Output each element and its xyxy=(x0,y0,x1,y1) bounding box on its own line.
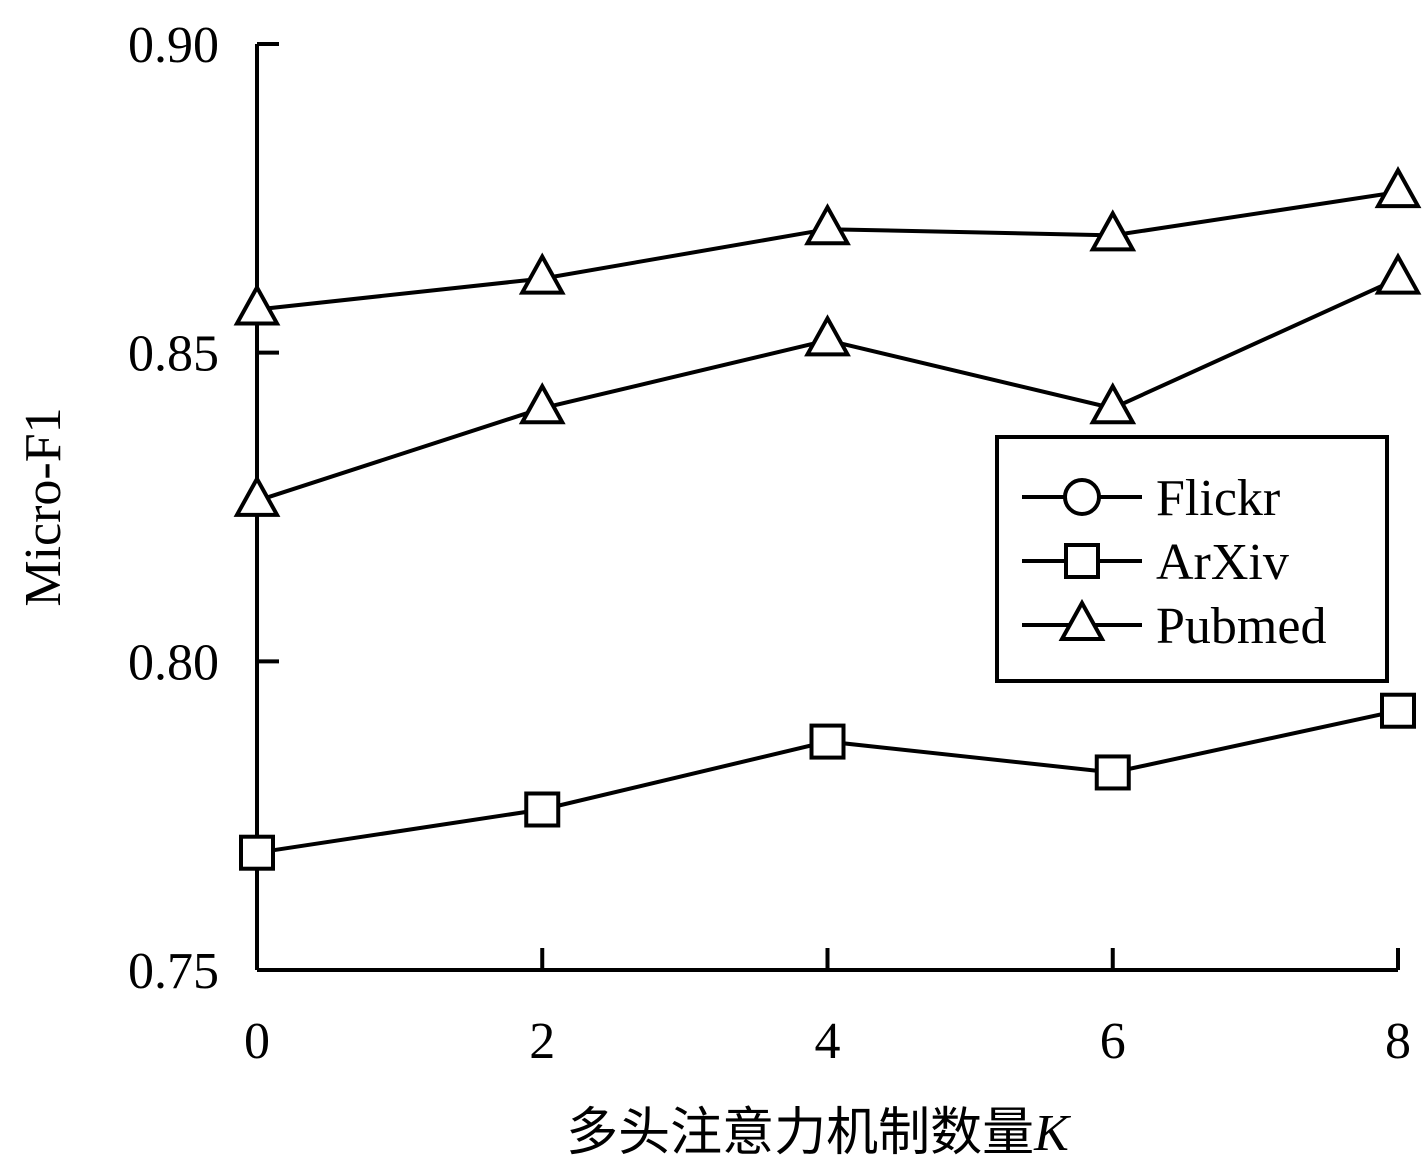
x-ticks: 0 2 4 6 8 xyxy=(244,948,1411,1070)
data-point-flickr xyxy=(518,382,566,425)
y-tick-label: 0.80 xyxy=(128,634,219,691)
data-point-pubmed xyxy=(804,203,851,246)
data-point-pubmed xyxy=(518,252,566,295)
y-ticks: 0.75 0.80 0.85 0.90 xyxy=(128,17,279,1000)
data-point-arxiv xyxy=(809,723,846,760)
data-point-arxiv xyxy=(524,791,561,828)
series-pubmed xyxy=(233,166,1422,326)
series-flickr xyxy=(233,252,1422,517)
legend-marker-circle xyxy=(1063,478,1101,516)
x-tick-label: 2 xyxy=(529,1013,555,1070)
legend-item-arxiv: ArXiv xyxy=(1022,534,1289,591)
y-axis-title: Micro-F1 xyxy=(15,407,72,606)
data-point-arxiv xyxy=(239,834,275,871)
legend: Flickr ArXiv Pubmed xyxy=(995,435,1389,683)
data-point-pubmed xyxy=(233,283,281,326)
legend-label: Flickr xyxy=(1156,470,1280,527)
legend-label: Pubmed xyxy=(1156,598,1326,655)
series-layer xyxy=(233,166,1422,871)
x-tick-label: 6 xyxy=(1100,1013,1126,1070)
legend-marker-triangle xyxy=(1058,598,1106,641)
data-point-arxiv xyxy=(1380,692,1416,729)
x-tick-label: 4 xyxy=(815,1013,841,1070)
x-axis-title-variable: K xyxy=(1033,1105,1071,1162)
data-point-arxiv xyxy=(1094,754,1131,791)
data-point-pubmed xyxy=(1089,209,1137,252)
data-point-pubmed xyxy=(1374,166,1422,209)
legend-item-pubmed: Pubmed xyxy=(1022,598,1326,655)
data-point-flickr xyxy=(804,314,851,357)
legend-label: ArXiv xyxy=(1156,534,1289,591)
x-axis-title-text: 多头注意力机制数量 xyxy=(566,1105,1034,1162)
series-arxiv xyxy=(239,692,1416,871)
data-point-flickr xyxy=(233,474,281,517)
y-tick-label: 0.85 xyxy=(128,326,219,383)
x-axis-title: 多头注意力机制数量K xyxy=(566,1105,1071,1162)
y-tick-label: 0.90 xyxy=(128,17,219,74)
y-tick-label: 0.75 xyxy=(128,943,219,1000)
legend-marker-square xyxy=(1064,543,1100,579)
x-tick-label: 0 xyxy=(244,1013,270,1070)
data-point-flickr xyxy=(1089,382,1137,425)
legend-item-flickr: Flickr xyxy=(1022,470,1280,527)
x-tick-label: 8 xyxy=(1385,1013,1411,1070)
data-point-flickr xyxy=(1374,252,1422,295)
